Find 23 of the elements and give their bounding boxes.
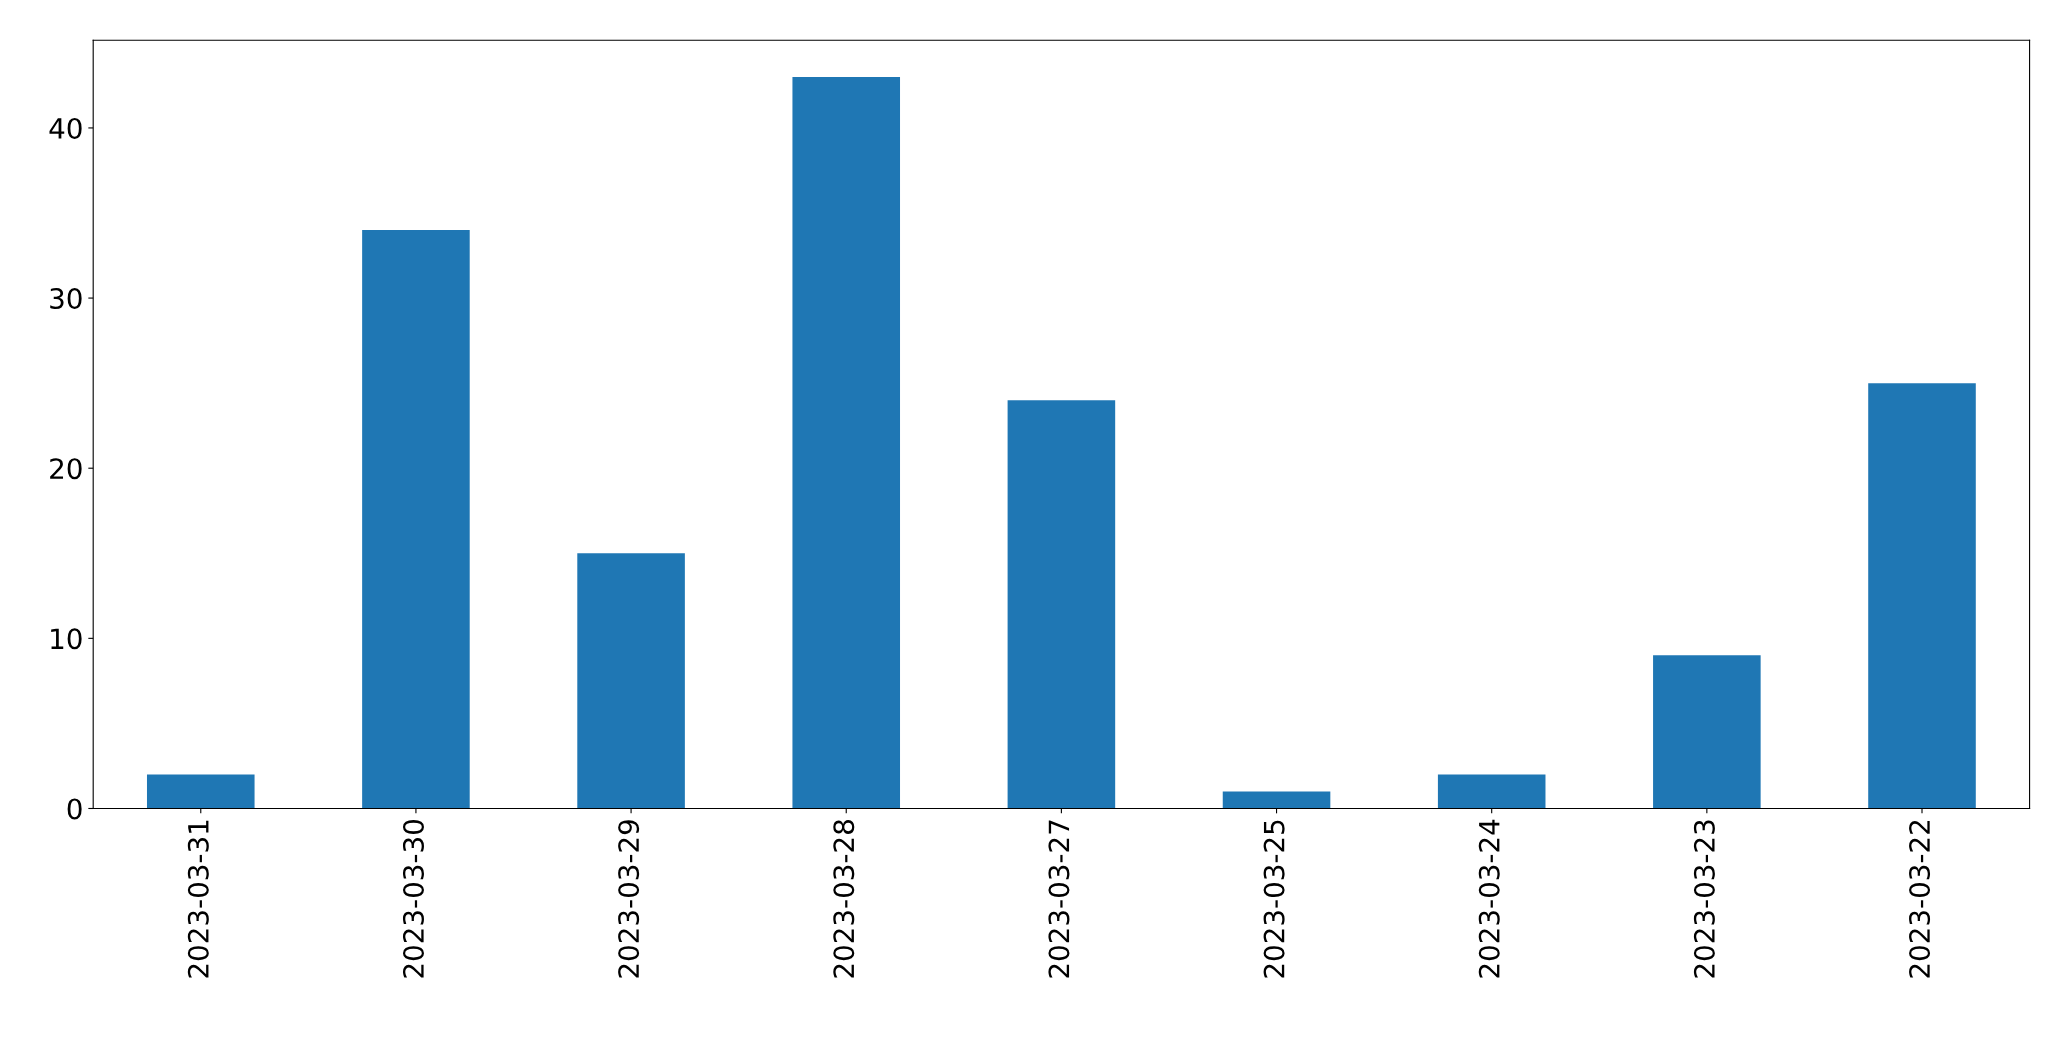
x-tick-label: 2023-03-24: [1478, 819, 1500, 978]
x-tick-label: 2023-03-27: [1048, 820, 1070, 978]
bar: [1868, 383, 1976, 809]
y-tick-label: 40: [49, 117, 82, 139]
bar: [146, 774, 255, 809]
bar: [1222, 791, 1331, 809]
bar: [362, 230, 470, 809]
bar: [792, 76, 901, 809]
bar: [1437, 774, 1546, 809]
x-tick-label: 2023-03-28: [833, 820, 855, 978]
x-tick-label: 2023-03-23: [1693, 820, 1715, 978]
x-tick-label: 2023-03-29: [618, 820, 640, 978]
x-tick-label: 2023-03-30: [402, 820, 424, 978]
x-tick-label: 2023-03-22: [1909, 820, 1931, 978]
y-tick-label: 20: [50, 458, 82, 480]
x-tick-label: 2023-03-31: [187, 820, 209, 978]
bar: [577, 553, 685, 809]
x-tick-label: 2023-03-25: [1263, 820, 1285, 978]
y-tick-label: 30: [50, 288, 82, 310]
y-tick-label: 0: [67, 798, 82, 820]
bar: [1653, 655, 1761, 809]
bar: [1007, 400, 1116, 809]
y-tick-label: 10: [51, 628, 82, 650]
